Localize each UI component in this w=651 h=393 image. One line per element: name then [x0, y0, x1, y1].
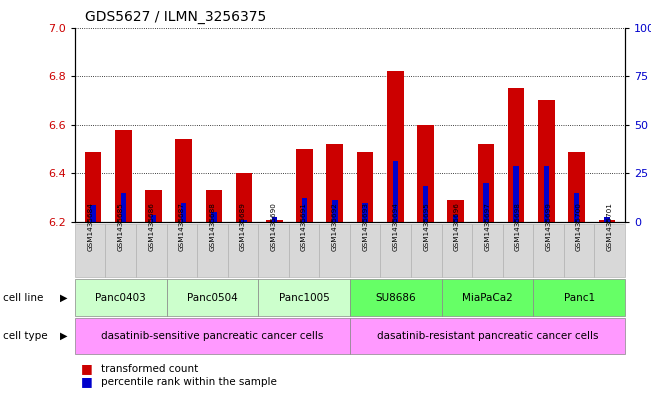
Bar [538, 101, 555, 222]
Text: GSM1435688: GSM1435688 [210, 202, 215, 251]
Bar [296, 149, 313, 222]
Bar [453, 215, 458, 222]
Text: ■: ■ [81, 362, 93, 375]
Text: GSM1435686: GSM1435686 [148, 202, 154, 251]
Bar [598, 220, 615, 222]
Text: GSM1435695: GSM1435695 [423, 202, 429, 251]
Bar [302, 198, 307, 222]
Bar [604, 217, 609, 222]
Bar [508, 88, 525, 222]
Bar [115, 130, 132, 222]
Text: transformed count: transformed count [101, 364, 198, 374]
Text: GSM1435694: GSM1435694 [393, 202, 399, 251]
Text: GSM1435699: GSM1435699 [546, 202, 551, 251]
Bar [332, 200, 337, 222]
Text: GSM1435692: GSM1435692 [331, 202, 338, 251]
Bar [447, 200, 464, 222]
Text: GSM1435691: GSM1435691 [301, 202, 307, 251]
Bar [120, 193, 126, 222]
Text: Panc1005: Panc1005 [279, 293, 329, 303]
Bar [206, 191, 222, 222]
Bar [514, 166, 519, 222]
Text: GSM1435693: GSM1435693 [362, 202, 368, 251]
Text: GSM1435698: GSM1435698 [515, 202, 521, 251]
Bar [483, 183, 489, 222]
Text: Panc0504: Panc0504 [187, 293, 238, 303]
Text: ▶: ▶ [60, 293, 68, 303]
Text: GDS5627 / ILMN_3256375: GDS5627 / ILMN_3256375 [85, 10, 266, 24]
Bar [175, 140, 192, 222]
Text: ■: ■ [81, 375, 93, 389]
Bar [393, 161, 398, 222]
Bar [568, 152, 585, 222]
Text: ▶: ▶ [60, 331, 68, 341]
Text: GSM1435689: GSM1435689 [240, 202, 246, 251]
Text: dasatinib-sensitive pancreatic cancer cells: dasatinib-sensitive pancreatic cancer ce… [101, 331, 324, 341]
Bar [417, 125, 434, 222]
Bar [266, 220, 283, 222]
Bar [145, 191, 161, 222]
Text: cell line: cell line [3, 293, 44, 303]
Text: GSM1435684: GSM1435684 [87, 202, 93, 251]
Text: GSM1435701: GSM1435701 [607, 202, 613, 251]
Bar [478, 144, 494, 222]
Text: GSM1435690: GSM1435690 [271, 202, 277, 251]
Text: Panc0403: Panc0403 [95, 293, 146, 303]
Text: GSM1435697: GSM1435697 [484, 202, 490, 251]
Bar [242, 220, 247, 222]
Bar [574, 193, 579, 222]
Text: GSM1435696: GSM1435696 [454, 202, 460, 251]
Text: GSM1435687: GSM1435687 [179, 202, 185, 251]
Bar [271, 217, 277, 222]
Bar [357, 152, 373, 222]
Bar [236, 173, 253, 222]
Bar [211, 212, 217, 222]
Bar [387, 71, 404, 222]
Text: MiaPaCa2: MiaPaCa2 [462, 293, 513, 303]
Bar [422, 185, 428, 222]
Bar [327, 144, 343, 222]
Text: cell type: cell type [3, 331, 48, 341]
Text: Panc1: Panc1 [564, 293, 594, 303]
Text: dasatinib-resistant pancreatic cancer cells: dasatinib-resistant pancreatic cancer ce… [377, 331, 598, 341]
Bar [151, 215, 156, 222]
Bar [363, 203, 368, 222]
Text: GSM1435700: GSM1435700 [576, 202, 582, 251]
Text: SU8686: SU8686 [376, 293, 416, 303]
Bar [90, 205, 96, 222]
Text: GSM1435685: GSM1435685 [118, 202, 124, 251]
Text: percentile rank within the sample: percentile rank within the sample [101, 377, 277, 387]
Bar [85, 152, 102, 222]
Bar [181, 203, 186, 222]
Bar [544, 166, 549, 222]
